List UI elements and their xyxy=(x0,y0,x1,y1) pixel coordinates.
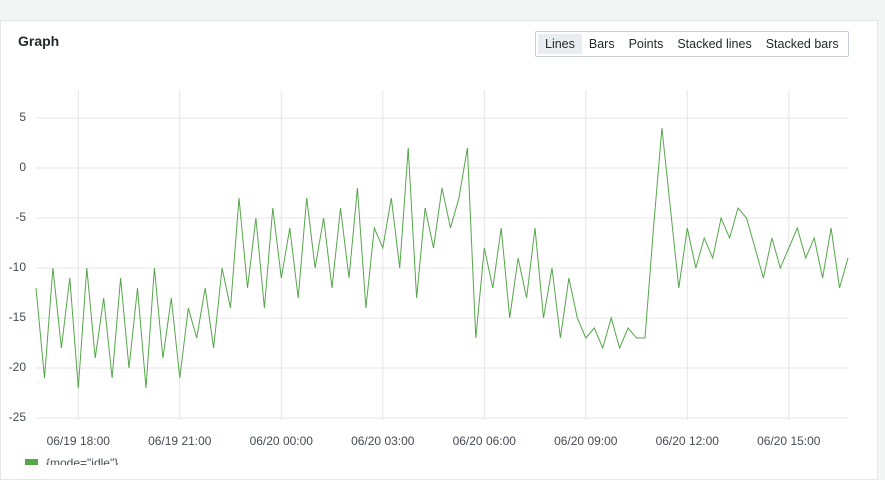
y-tick-label: 0 xyxy=(19,160,26,174)
view-button[interactable]: Lines xyxy=(538,34,582,54)
legend-label: {mode="idle"} xyxy=(46,456,118,465)
chart: 5 0 -5 -10 -15 -20 -25 06/19 18:00 06/19 21:00 06… xyxy=(9,90,849,465)
y-tick-label: -20 xyxy=(9,360,27,374)
legend-swatch xyxy=(25,459,38,465)
view-button[interactable]: Bars xyxy=(588,37,615,51)
y-tick-label: -25 xyxy=(9,410,27,424)
x-tick-label: 06/19 21:00 xyxy=(148,434,212,448)
view-buttons: Lines Bars Points Stacked lines Stacked bars xyxy=(535,31,849,57)
page: Graph Lines Bars Points Stacked lines Stacke… xyxy=(0,20,878,480)
panel: Graph Lines Bars Points Stacked lines Stacke… xyxy=(0,20,878,480)
y-tick-label: -5 xyxy=(15,210,26,224)
view-button[interactable]: Points xyxy=(628,37,664,51)
y-tick-label: -15 xyxy=(9,310,27,324)
x-tick-label: 06/20 09:00 xyxy=(554,434,618,448)
x-tick-label: 06/19 18:00 xyxy=(47,434,111,448)
x-tick-label: 06/20 06:00 xyxy=(453,434,517,448)
view-button[interactable]: Stacked lines xyxy=(677,37,752,51)
x-tick-label: 06/20 12:00 xyxy=(656,434,720,448)
y-tick-label: -10 xyxy=(9,260,27,274)
x-tick-label: 06/20 03:00 xyxy=(351,434,415,448)
x-tick-label: 06/20 00:00 xyxy=(250,434,314,448)
y-tick-label: 5 xyxy=(19,110,26,124)
series-line xyxy=(35,127,849,389)
x-tick-label: 06/20 15:00 xyxy=(757,434,821,448)
view-button[interactable]: Stacked bars xyxy=(765,37,839,51)
panel-title: Graph xyxy=(18,33,60,49)
